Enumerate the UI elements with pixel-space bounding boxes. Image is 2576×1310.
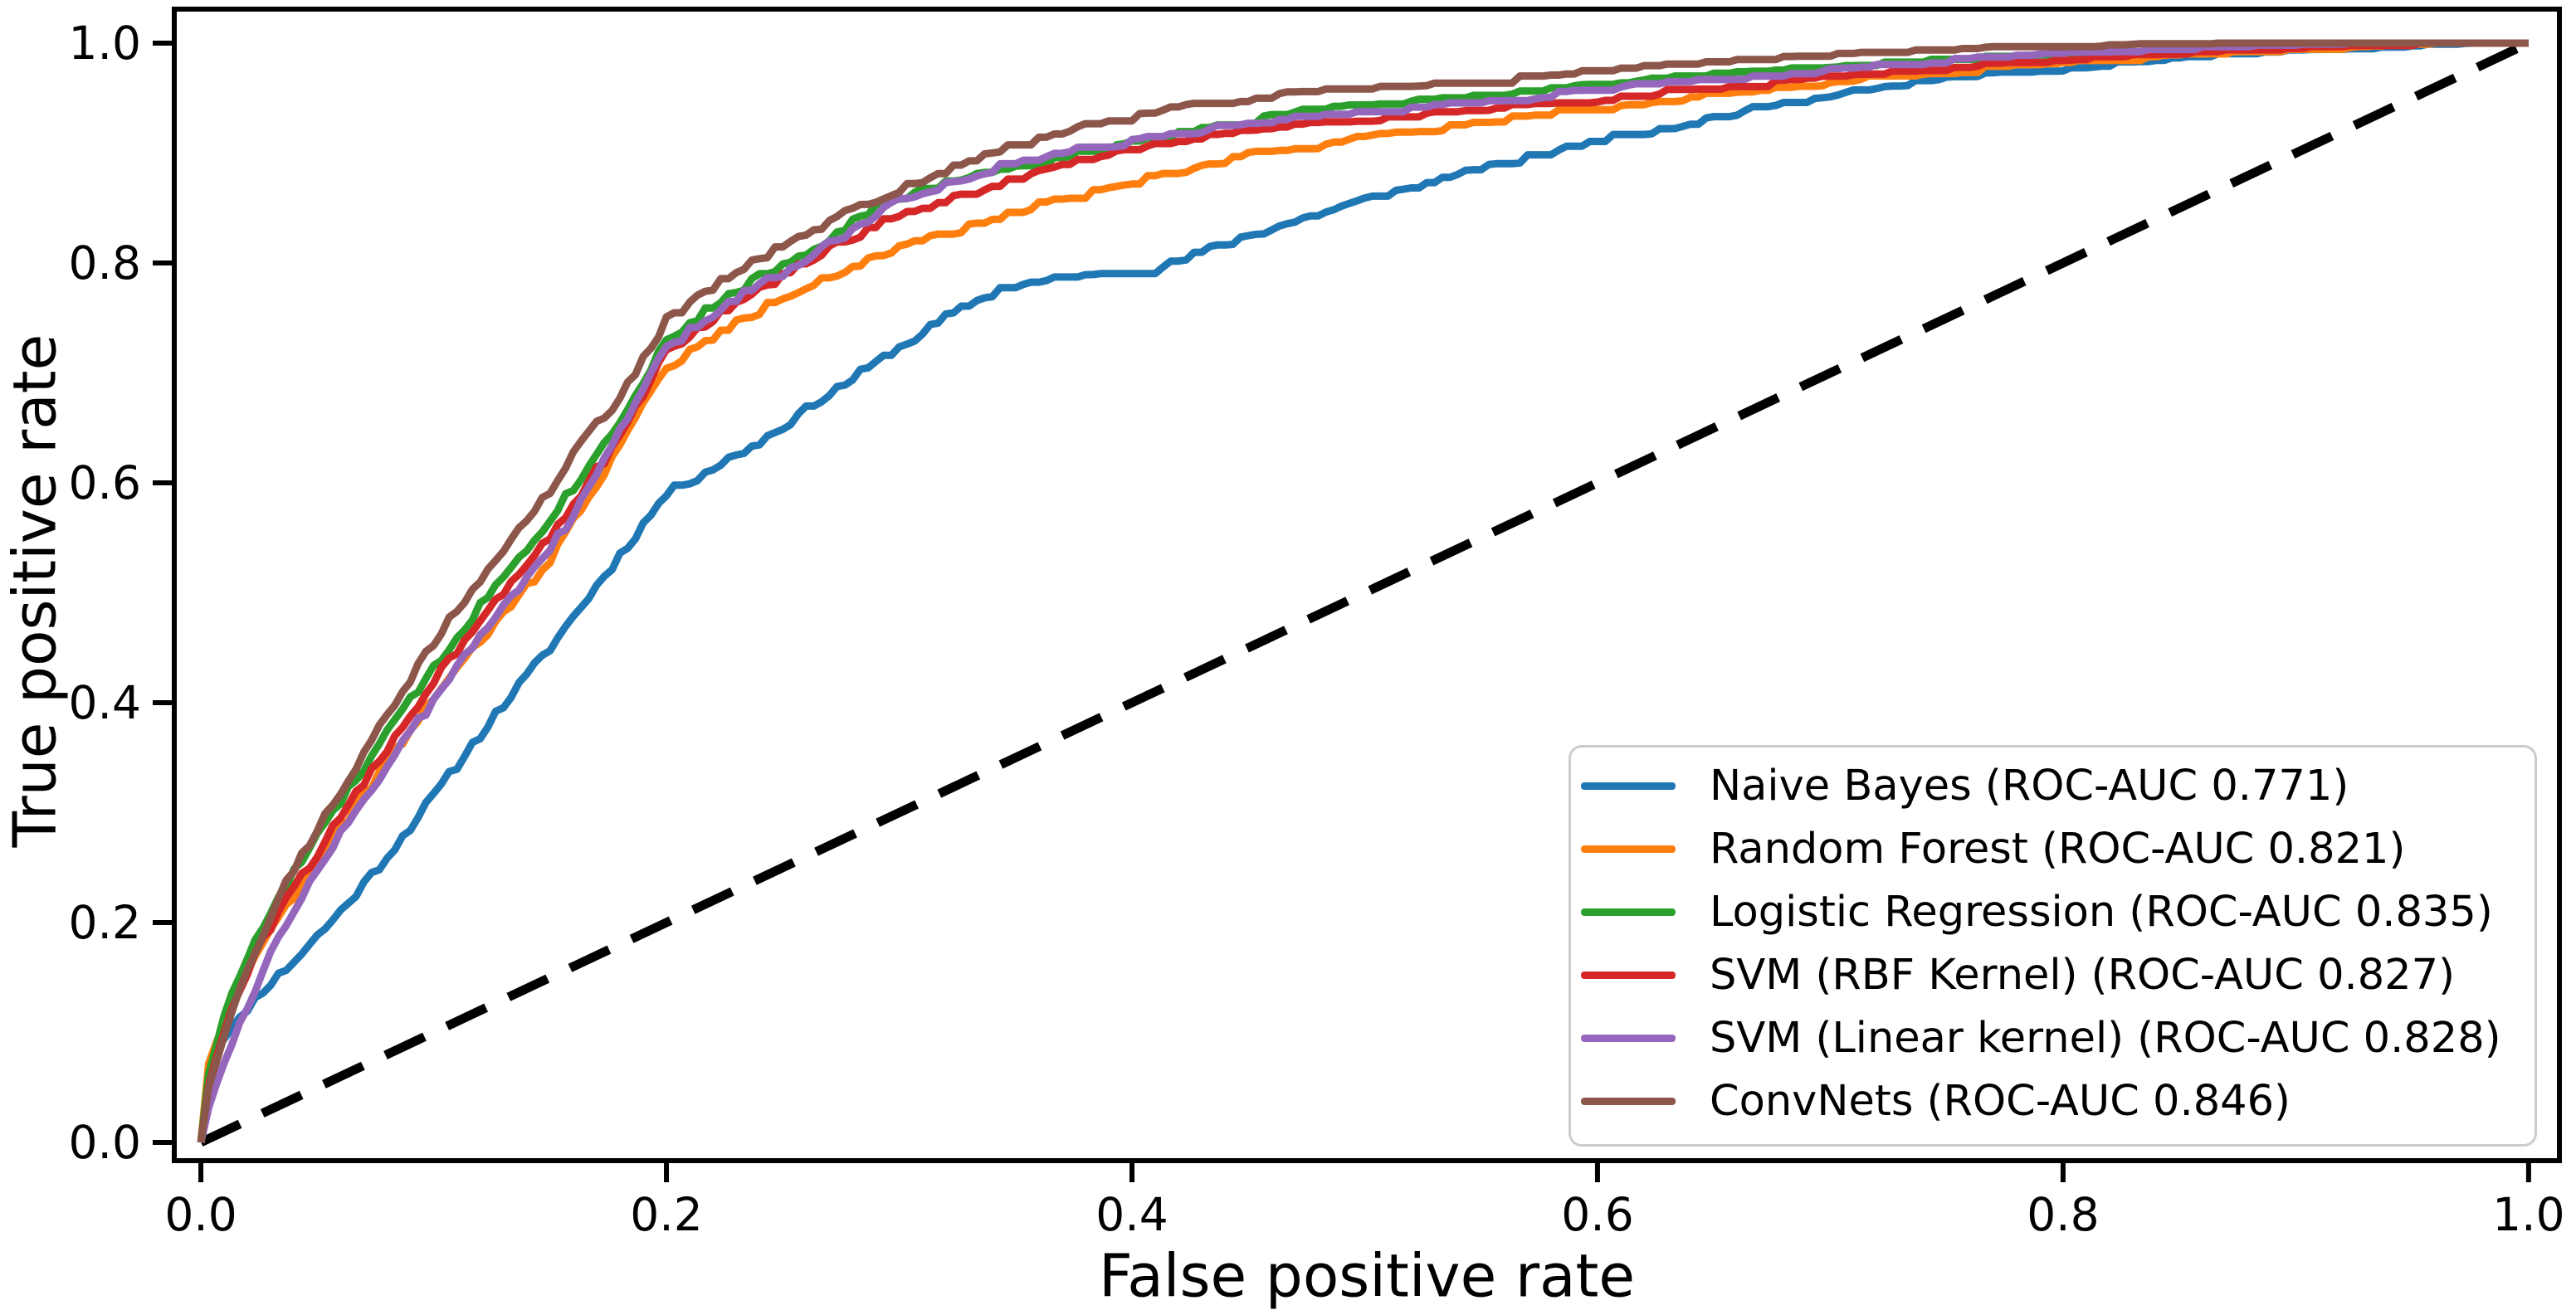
legend-label: SVM (Linear kernel) (ROC-AUC 0.828) <box>1710 1013 2501 1063</box>
x-axis-label: False positive rate <box>1098 1241 1636 1310</box>
legend-label: SVM (RBF Kernel) (ROC-AUC 0.827) <box>1710 950 2455 1000</box>
roc-curve-svm-linear <box>197 39 2529 1143</box>
legend-label: Naive Bayes (ROC-AUC 0.771) <box>1710 761 2349 811</box>
y-tick-label: 0.2 <box>68 895 141 949</box>
legend-swatch <box>1581 971 1676 979</box>
legend-row-logistic-regression: Logistic Regression (ROC-AUC 0.835) <box>1581 880 2518 943</box>
chance-diagonal <box>198 39 2531 1147</box>
y-tick-label: 0.0 <box>68 1115 141 1169</box>
y-axis-label: True positive rate <box>0 334 70 848</box>
legend: Naive Bayes (ROC-AUC 0.771) Random Fores… <box>1569 745 2537 1147</box>
legend-swatch <box>1581 1097 1676 1105</box>
y-tick-label: 0.8 <box>68 236 141 290</box>
legend-swatch <box>1581 1034 1676 1042</box>
legend-row-svm-linear: SVM (Linear kernel) (ROC-AUC 0.828) <box>1581 1006 2518 1069</box>
legend-row-svm-rbf: SVM (RBF Kernel) (ROC-AUC 0.827) <box>1581 943 2518 1006</box>
legend-row-naive-bayes: Naive Bayes (ROC-AUC 0.771) <box>1581 754 2518 817</box>
y-tick-label: 0.4 <box>68 675 141 729</box>
y-tick-label: 1.0 <box>68 16 141 70</box>
x-tick-label: 0.4 <box>1095 1188 1168 1241</box>
axes-spines <box>172 7 2562 1163</box>
legend-label: Logistic Regression (ROC-AUC 0.835) <box>1710 887 2493 937</box>
legend-swatch <box>1581 782 1676 790</box>
roc-curve-convnets <box>197 39 2529 1143</box>
x-tick-label: 1.0 <box>2492 1188 2565 1241</box>
legend-swatch <box>1581 908 1676 916</box>
x-tick-label: 0.0 <box>164 1188 237 1241</box>
legend-label: Random Forest (ROC-AUC 0.821) <box>1710 824 2406 874</box>
x-tick-label: 0.2 <box>630 1188 703 1241</box>
legend-label: ConvNets (ROC-AUC 0.846) <box>1710 1076 2291 1126</box>
legend-row-random-forest: Random Forest (ROC-AUC 0.821) <box>1581 817 2518 880</box>
x-tick-label: 0.8 <box>2027 1188 2100 1241</box>
legend-swatch <box>1581 845 1676 853</box>
y-tick-label: 0.6 <box>68 455 141 509</box>
x-tick-label: 0.6 <box>1561 1188 1634 1241</box>
roc-curve-random-forest <box>197 39 2529 1143</box>
legend-row-convnets: ConvNets (ROC-AUC 0.846) <box>1581 1069 2518 1132</box>
